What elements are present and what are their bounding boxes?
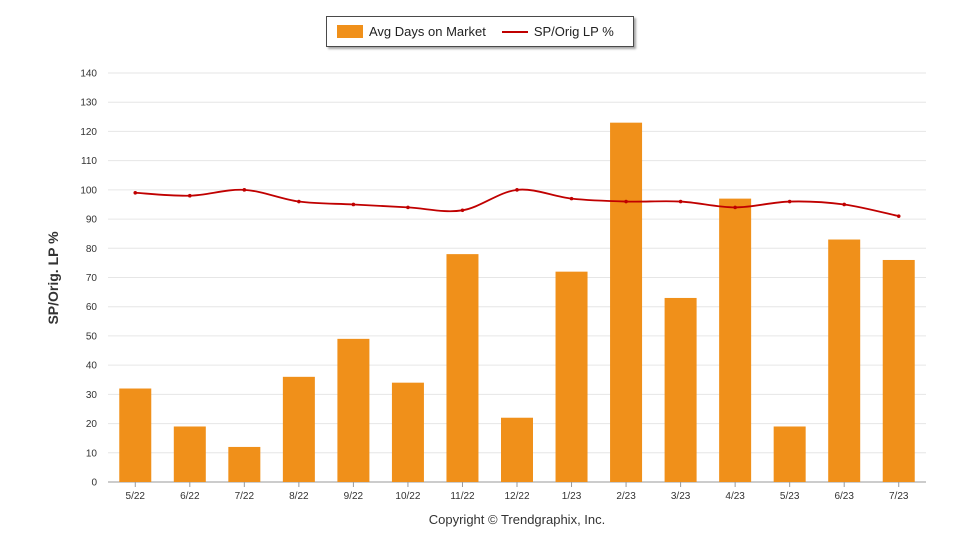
y-tick-label: 100 bbox=[80, 185, 97, 196]
x-tick-label: 8/22 bbox=[289, 491, 309, 502]
y-tick-label: 10 bbox=[86, 448, 98, 459]
x-tick-label: 3/23 bbox=[671, 491, 691, 502]
bar bbox=[610, 122, 643, 483]
x-tick-label: 9/22 bbox=[344, 491, 364, 502]
bar bbox=[555, 271, 588, 482]
x-tick-label: 10/22 bbox=[395, 491, 420, 502]
x-tick-label: 12/22 bbox=[504, 491, 529, 502]
bar bbox=[501, 417, 533, 482]
bar bbox=[119, 388, 152, 482]
legend-item-bar: Avg Days on Market bbox=[327, 24, 486, 39]
y-tick-label: 70 bbox=[86, 273, 98, 284]
legend-line-label: SP/Orig LP % bbox=[533, 24, 614, 39]
line-point bbox=[515, 188, 519, 192]
x-tick-label: 5/23 bbox=[780, 491, 800, 502]
line-point bbox=[297, 199, 301, 204]
line-point bbox=[460, 208, 465, 213]
y-tick-label: 20 bbox=[86, 419, 98, 430]
y-tick-label: 90 bbox=[86, 215, 98, 226]
bar bbox=[828, 239, 861, 482]
x-tick-label: 7/23 bbox=[889, 491, 909, 502]
x-tick-label: 6/22 bbox=[180, 491, 200, 502]
bar-series bbox=[119, 122, 915, 483]
y-tick-label: 50 bbox=[86, 331, 98, 342]
y-tick-label: 40 bbox=[86, 361, 98, 372]
line-point bbox=[896, 214, 901, 218]
bar bbox=[664, 297, 697, 482]
y-tick-label: 80 bbox=[86, 244, 98, 255]
y-tick-label: 140 bbox=[80, 69, 97, 80]
bar bbox=[228, 446, 261, 482]
x-tick-label: 11/22 bbox=[450, 491, 475, 502]
y-tick-label: 120 bbox=[80, 127, 97, 138]
x-tick-label: 7/22 bbox=[235, 491, 255, 502]
x-tick-label: 5/22 bbox=[126, 491, 146, 502]
line-point bbox=[351, 202, 356, 207]
y-tick-label: 110 bbox=[81, 156, 97, 167]
y-tick-label: 130 bbox=[80, 98, 97, 109]
y-tick-label: 0 bbox=[91, 478, 97, 489]
line-point bbox=[133, 190, 138, 195]
x-axis-ticks: 5/22 6/22 7/22 8/22 9/22 10/22 11/22 12/22 1/23 2… bbox=[126, 482, 909, 502]
line-series bbox=[133, 188, 901, 218]
line-point bbox=[406, 205, 410, 210]
copyright-footer: Copyright © Trendgraphix, Inc. bbox=[428, 512, 606, 527]
legend: Avg Days on Market SP/Orig LP % bbox=[326, 16, 634, 47]
line-point bbox=[787, 199, 792, 204]
bar bbox=[173, 426, 206, 482]
y-axis-ticks: 0 10 20 30 40 50 60 70 80 90 100 110 120 130 140 bbox=[80, 69, 97, 489]
sp-orig-lp-line bbox=[135, 188, 899, 218]
bar bbox=[882, 259, 915, 482]
line-point bbox=[842, 202, 846, 207]
y-tick-label: 60 bbox=[86, 302, 98, 313]
bar bbox=[719, 198, 752, 482]
bar bbox=[282, 376, 315, 482]
line-point bbox=[242, 188, 247, 192]
x-tick-label: 2/23 bbox=[616, 491, 636, 502]
x-tick-label: 4/23 bbox=[725, 491, 745, 502]
legend-bar-label: Avg Days on Market bbox=[369, 24, 486, 39]
line-point bbox=[733, 205, 737, 210]
line-point bbox=[678, 199, 683, 204]
bar bbox=[391, 382, 424, 482]
legend-bar-swatch bbox=[337, 25, 363, 38]
line-point bbox=[188, 193, 192, 198]
line-point bbox=[624, 199, 628, 204]
legend-line-swatch bbox=[501, 30, 528, 33]
bar bbox=[773, 426, 806, 482]
bar bbox=[446, 254, 479, 482]
line-point bbox=[569, 196, 574, 201]
y-axis-label: SP/Orig. LP % bbox=[45, 231, 61, 325]
x-tick-label: 6/23 bbox=[834, 491, 854, 502]
y-tick-label: 30 bbox=[86, 390, 98, 401]
bar bbox=[337, 338, 370, 482]
legend-item-line: SP/Orig LP % bbox=[486, 24, 614, 39]
x-tick-label: 1/23 bbox=[562, 491, 582, 502]
